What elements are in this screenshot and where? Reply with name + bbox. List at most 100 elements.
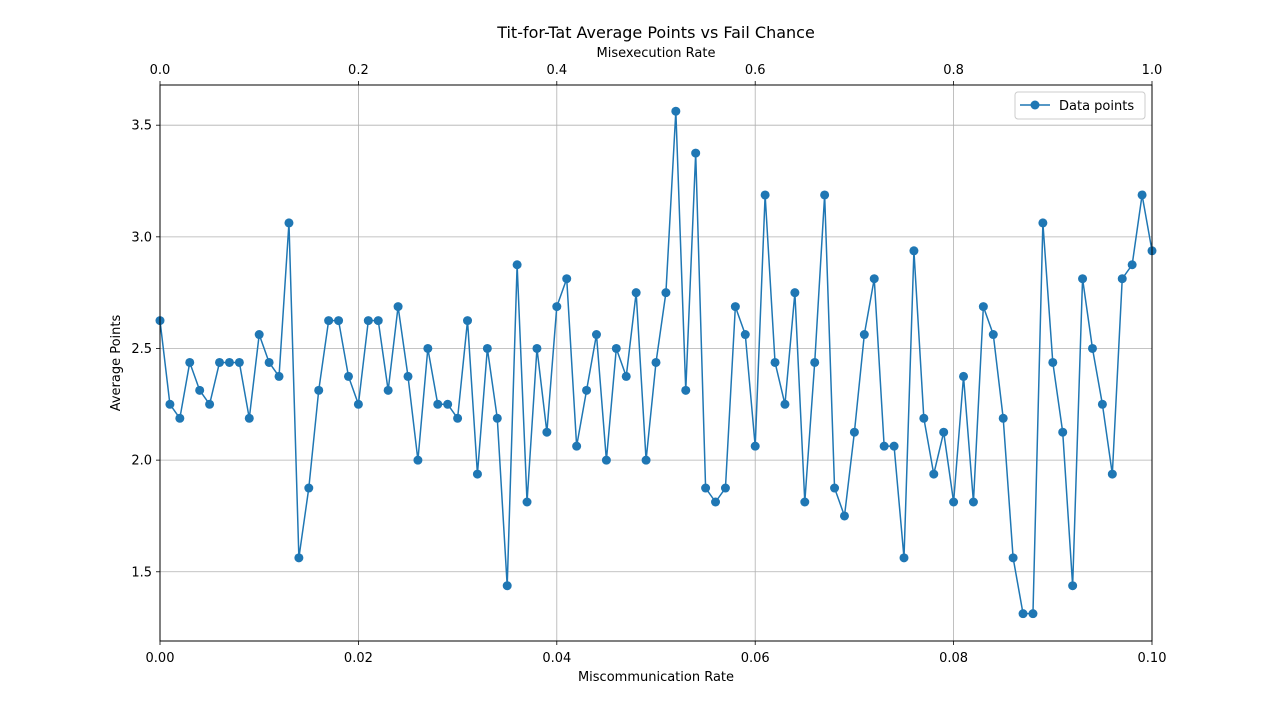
top-x-tick-label: 0.8 (943, 63, 964, 78)
data-point (909, 246, 919, 256)
data-point (502, 581, 512, 591)
data-point (1008, 553, 1018, 563)
data-point (175, 413, 185, 423)
data-point (998, 413, 1008, 423)
data-point (463, 316, 473, 326)
data-point (234, 357, 244, 367)
data-point (770, 357, 780, 367)
data-point (423, 343, 433, 353)
top-x-tick-label: 0.6 (745, 63, 766, 78)
data-point (591, 330, 601, 340)
data-point (294, 553, 304, 563)
x-tick-label: 0.04 (542, 651, 571, 666)
data-point (264, 357, 274, 367)
data-point (562, 274, 572, 284)
data-point (780, 399, 790, 409)
data-point (572, 441, 582, 451)
data-point (621, 371, 631, 381)
data-point (919, 413, 929, 423)
legend: Data points (1014, 91, 1146, 120)
data-point (730, 302, 740, 312)
data-point (224, 357, 234, 367)
data-point (1107, 469, 1117, 479)
data-point (1097, 399, 1107, 409)
data-point (215, 357, 225, 367)
data-point (1018, 609, 1028, 619)
legend-marker (1030, 100, 1040, 110)
data-point (1048, 357, 1058, 367)
data-point (274, 371, 284, 381)
y-tick-label: 1.5 (131, 565, 152, 580)
data-point (433, 399, 443, 409)
data-point (254, 330, 264, 340)
data-point (701, 483, 711, 493)
data-point (760, 190, 770, 200)
data-point (939, 427, 949, 437)
data-point (532, 343, 542, 353)
x-tick-label: 0.02 (344, 651, 373, 666)
data-point (968, 497, 978, 507)
top-x-tick-label: 0.2 (348, 63, 369, 78)
data-point (820, 190, 830, 200)
data-point (661, 288, 671, 298)
data-point (582, 385, 592, 395)
data-point (651, 357, 661, 367)
data-point (949, 497, 959, 507)
data-point (334, 316, 344, 326)
data-point (373, 316, 383, 326)
data-point (453, 413, 463, 423)
data-point (611, 343, 621, 353)
data-point (800, 497, 810, 507)
plot-frame (159, 84, 1153, 642)
data-point (681, 385, 691, 395)
data-point (889, 441, 899, 451)
data-point (790, 288, 800, 298)
data-point (403, 371, 413, 381)
data-point (165, 399, 175, 409)
data-point (195, 385, 205, 395)
y-tick-label: 2.0 (131, 454, 152, 469)
data-point (720, 483, 730, 493)
data-point (988, 330, 998, 340)
data-point (284, 218, 294, 228)
data-point (393, 302, 403, 312)
data-point (413, 455, 423, 465)
top-x-axis-label: Misexecution Rate (597, 46, 716, 61)
data-point (472, 469, 482, 479)
data-point (1117, 274, 1127, 284)
data-point (512, 260, 522, 270)
data-point (443, 399, 453, 409)
data-point (482, 343, 492, 353)
data-point (869, 274, 879, 284)
data-point (324, 316, 334, 326)
data-point (363, 316, 373, 326)
data-point (1078, 274, 1088, 284)
top-x-tick-label: 1.0 (1142, 63, 1163, 78)
data-point (542, 427, 552, 437)
data-point (631, 288, 641, 298)
data-point (929, 469, 939, 479)
top-x-tick-label: 0.4 (546, 63, 567, 78)
x-tick-label: 0.06 (741, 651, 770, 666)
data-point (671, 106, 681, 116)
data-point (740, 330, 750, 340)
data-point (304, 483, 314, 493)
data-point (185, 357, 195, 367)
data-point (810, 357, 820, 367)
x-tick-label: 0.00 (146, 651, 175, 666)
legend-label: Data points (1059, 99, 1134, 114)
data-point (711, 497, 721, 507)
series-layer (155, 106, 1157, 619)
top-x-tick-label: 0.0 (150, 63, 171, 78)
data-point (978, 302, 988, 312)
data-point (830, 483, 840, 493)
data-point (859, 330, 869, 340)
data-point (1127, 260, 1137, 270)
data-point (691, 148, 701, 158)
x-tick-label: 0.10 (1138, 651, 1167, 666)
data-point (1137, 190, 1147, 200)
data-point (552, 302, 562, 312)
data-point (849, 427, 859, 437)
data-point (1068, 581, 1078, 591)
